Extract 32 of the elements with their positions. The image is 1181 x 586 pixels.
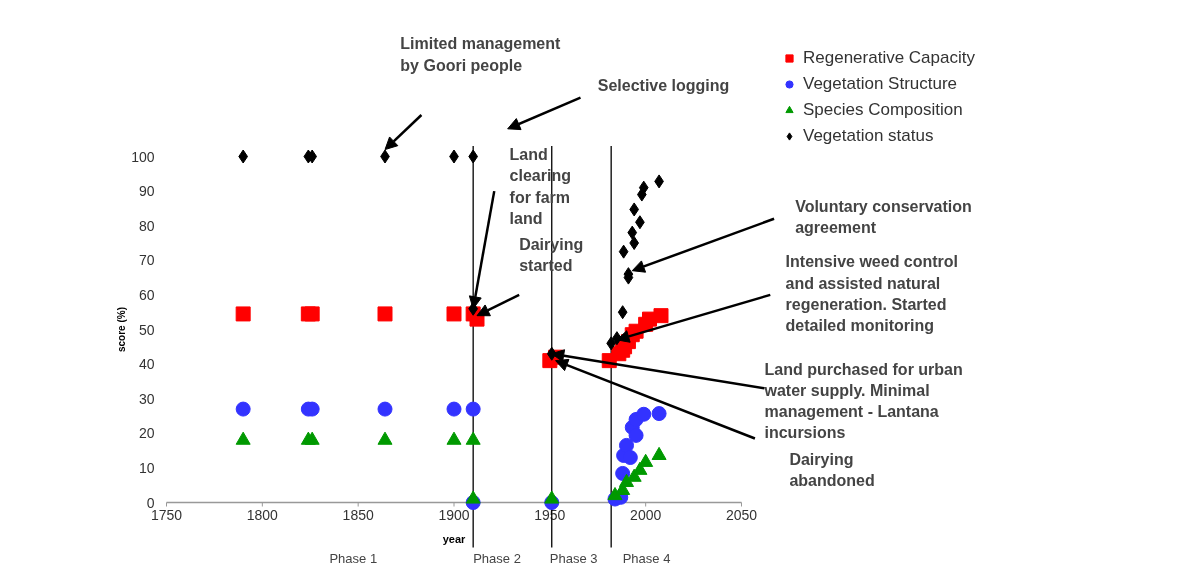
- y-tick-label: 30: [138, 390, 155, 407]
- x-axis-title: year: [442, 532, 467, 545]
- x-tick-label: 2050: [725, 506, 758, 523]
- y-tick-label: 90: [138, 183, 155, 200]
- legend-label: Vegetation status: [803, 126, 934, 146]
- y-tick-label: 40: [138, 356, 155, 373]
- text: Phase 3: [549, 550, 598, 566]
- y-tick-label: 10: [138, 459, 155, 476]
- y-tick-label: 0: [146, 494, 155, 511]
- text: Phase 4: [622, 550, 671, 566]
- annotation: Land purchased for urban water supply. Minimal management - Lantana incursions: [763, 360, 963, 442]
- x-tick-label: 1850: [342, 506, 374, 523]
- legend-label: Regenerative Capacity: [803, 48, 975, 68]
- y-tick-label: 60: [138, 286, 155, 303]
- x-tick-label: 2000: [630, 506, 662, 523]
- text: Phase 1: [329, 550, 378, 566]
- text: Selective logging: [597, 76, 730, 94]
- x-tick-label: 1900: [438, 506, 470, 523]
- x-tick-label: 1800: [246, 506, 279, 523]
- text: Limited management by Goori people: [400, 35, 562, 74]
- text: Dairying abandoned: [789, 450, 875, 489]
- y-tick-label: 80: [138, 217, 155, 234]
- y-tick-label: 20: [138, 425, 155, 442]
- text: Phase 2: [473, 550, 521, 566]
- y-tick-label: 100: [131, 148, 155, 165]
- y-axis-title: score (%): [116, 306, 127, 353]
- legend-label: Vegetation Structure: [803, 74, 958, 94]
- legend-label: Species Composition: [803, 100, 963, 120]
- y-tick-label: 50: [138, 321, 155, 338]
- y-tick-label: 70: [138, 252, 155, 269]
- text: Voluntary conservation agreement: [795, 198, 972, 237]
- annotation: Intensive weed control and assisted natural regeneration. Started detailed monitoring: [785, 253, 959, 335]
